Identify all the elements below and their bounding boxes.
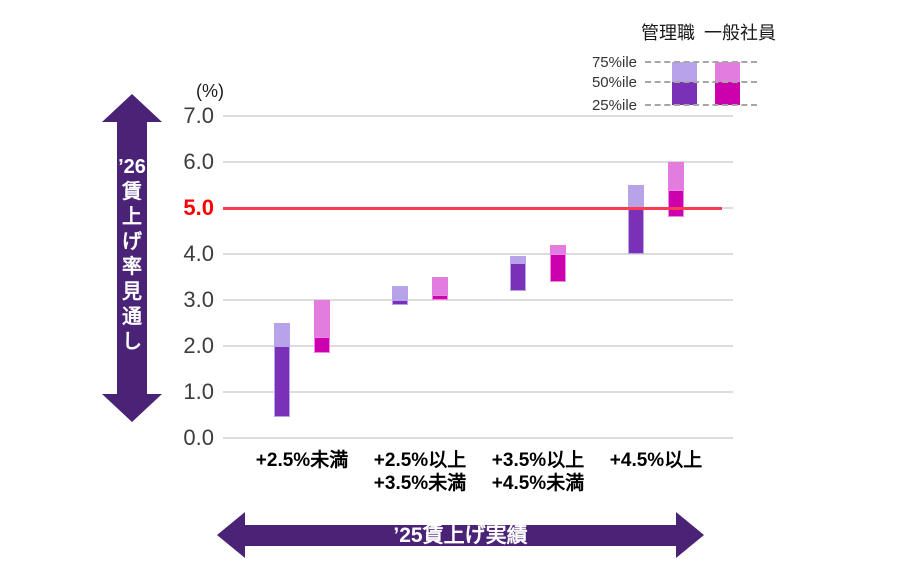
bar-segment-upper-kanrishoku — [274, 323, 290, 346]
x-category-label: +3.5%以上 +4.5%未満 — [491, 450, 585, 494]
legend-percentile-label: 25%ile — [591, 97, 637, 114]
y-tick-label: 6.0 — [183, 149, 214, 174]
gridline — [223, 391, 733, 393]
y-axis-title: ’26 賃上げ率見通し — [118, 156, 146, 353]
bar-segment-upper-kanrishoku — [628, 185, 644, 208]
y-tick-label: 0.0 — [183, 425, 214, 450]
y-tick-label: 1.0 — [183, 379, 214, 404]
gridline — [223, 253, 733, 255]
bar-segment-lower-ippan — [668, 189, 684, 218]
bar-segment-lower-kanrishoku — [274, 346, 290, 418]
bar-segment-lower-kanrishoku — [628, 208, 644, 254]
legend-swatch-lower — [672, 82, 697, 105]
legend-series-2-label: 一般社員 — [704, 23, 776, 43]
plot-area — [223, 115, 733, 439]
legend-percentile-label: 75%ile — [591, 54, 637, 71]
bar-segment-upper-kanrishoku — [510, 256, 526, 264]
reference-line — [223, 206, 722, 210]
bar-segment-upper-ippan — [314, 300, 330, 337]
y-axis-unit-label: (%) — [196, 81, 224, 101]
bar-segment-lower-ippan — [432, 295, 448, 300]
gridline — [223, 299, 733, 301]
legend-percentile-line — [645, 81, 757, 83]
legend-series-titles: 管理職 一般社員 — [641, 19, 776, 45]
legend-percentile-line — [645, 61, 757, 63]
x-axis-title: ’25賃上げ実績 — [393, 524, 528, 547]
legend-series-1-label: 管理職 — [641, 23, 695, 43]
x-category-label: +2.5%未満 — [255, 450, 349, 471]
arrow-right-icon — [676, 512, 704, 558]
gridline — [223, 345, 733, 347]
gridline — [223, 161, 733, 163]
arrow-left-icon — [217, 512, 245, 558]
bar-segment-lower-ippan — [550, 254, 566, 282]
legend-percentile-label: 50%ile — [591, 74, 637, 91]
bar-segment-upper-ippan — [432, 277, 448, 296]
bar-segment-upper-kanrishoku — [392, 286, 408, 300]
gridline — [223, 437, 733, 439]
y-tick-label: 5.0 — [183, 195, 214, 220]
legend-swatch-upper — [715, 62, 740, 82]
legend-percentile-line — [645, 104, 757, 106]
bar-segment-upper-ippan — [668, 162, 684, 190]
x-category-label: +2.5%以上 +3.5%未満 — [373, 450, 467, 494]
arrow-down-icon — [102, 394, 162, 422]
bar-segment-lower-kanrishoku — [392, 300, 408, 305]
legend-swatch-lower — [715, 82, 740, 105]
gridline — [223, 115, 733, 117]
x-category-label: +4.5%以上 — [609, 450, 703, 471]
legend-swatch-upper — [672, 62, 697, 82]
bar-segment-upper-ippan — [550, 244, 566, 254]
bar-segment-lower-kanrishoku — [510, 263, 526, 291]
y-tick-label: 4.0 — [183, 241, 214, 266]
arrow-up-icon — [102, 94, 162, 122]
arrow-shaft — [245, 525, 676, 546]
bar-segment-lower-ippan — [314, 336, 330, 353]
y-tick-label: 3.0 — [183, 287, 214, 312]
arrow-shaft — [117, 122, 147, 394]
y-tick-label: 2.0 — [183, 333, 214, 358]
y-tick-label: 7.0 — [183, 103, 214, 128]
